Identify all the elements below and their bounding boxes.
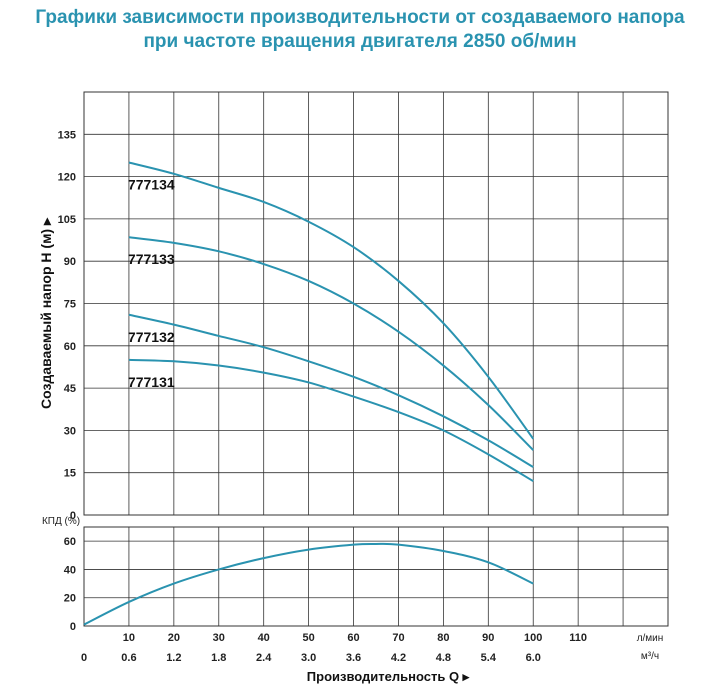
- y-tick-label: 135: [58, 129, 76, 141]
- x-tick-label-lmin: 110: [569, 632, 587, 644]
- y-tick-label: 90: [64, 256, 76, 268]
- x-tick-label-lmin: 30: [213, 632, 225, 644]
- x-tick-label-lmin: 40: [258, 632, 270, 644]
- efficiency-curve: [83, 542, 534, 626]
- efficiency-plot-grid: 0 20 40 60: [64, 526, 669, 633]
- x-tick-label-lmin: 70: [392, 632, 404, 644]
- curves: [83, 161, 535, 626]
- chart-title: Графики зависимости производительности о…: [0, 6, 720, 54]
- x-axis-title: Производительность Q ▸: [307, 669, 471, 684]
- x-tick-label-m3h: 1.2: [166, 652, 181, 664]
- x-tick-label-lmin: 50: [302, 632, 314, 644]
- x-tick-label-m3h: 3.0: [301, 652, 316, 664]
- y-tick-label: 15: [64, 468, 76, 480]
- y-tick-label: 75: [64, 299, 76, 311]
- curve-777133: [128, 236, 534, 451]
- x-tick-label-m3h: 0: [81, 652, 87, 664]
- curve-label-777133: 777133: [128, 251, 175, 267]
- y-tick-label: 60: [64, 341, 76, 353]
- x-tick-label-m3h: 1.8: [211, 652, 226, 664]
- eff-y-tick-label: 20: [64, 593, 76, 605]
- efficiency-axis-title: КПД (%): [42, 516, 80, 527]
- curve-label-777132: 777132: [128, 329, 175, 345]
- y-tick-label: 105: [58, 214, 76, 226]
- x-unit-lmin: л/мин: [637, 633, 664, 644]
- curve-label-777134: 777134: [128, 177, 175, 193]
- x-tick-label-lmin: 90: [482, 632, 494, 644]
- curve-777134: [128, 161, 535, 440]
- eff-y-tick-label: 40: [64, 564, 76, 576]
- head-plot-grid: 0 15 30 45 60 75 90 105 120 135: [58, 91, 669, 522]
- x-tick-label-lmin: 20: [168, 632, 180, 644]
- y-axis-title: Создаваемый напор H (м) ▸: [38, 217, 54, 409]
- x-tick-label-lmin: 10: [123, 632, 135, 644]
- chart-title-line-1: Графики зависимости производительности о…: [35, 7, 685, 28]
- x-tick-label-lmin: 100: [524, 632, 542, 644]
- y-tick-label: 30: [64, 425, 76, 437]
- x-tick-label-lmin: 60: [347, 632, 359, 644]
- x-tick-label-m3h: 2.4: [256, 652, 272, 664]
- curve-777132: [128, 313, 534, 468]
- x-tick-label-m3h: 5.4: [481, 652, 497, 664]
- labels: 777134 777133 777132 777131 Создаваемый напо…: [38, 177, 663, 685]
- curve-777131: [128, 358, 534, 483]
- x-tick-label-m3h: 4.2: [391, 652, 406, 664]
- eff-frame: [83, 526, 669, 627]
- curve-label-777131: 777131: [128, 374, 175, 390]
- x-tick-label-lmin: 80: [437, 632, 449, 644]
- x-tick-label-m3h: 3.6: [346, 652, 361, 664]
- y-tick-label: 0: [70, 510, 76, 522]
- chart-title-line-2: при частоте вращения двигателя 2850 об/м…: [143, 31, 577, 52]
- x-tick-label-m3h: 6.0: [526, 652, 541, 664]
- x-tick-label-m3h: 4.8: [436, 652, 451, 664]
- x-tick-label-m3h: 0.6: [121, 652, 136, 664]
- y-tick-label: 120: [58, 172, 76, 184]
- x-unit-m3h: м³/ч: [641, 651, 659, 662]
- eff-y-tick-label: 0: [70, 621, 76, 633]
- y-tick-label: 45: [64, 383, 76, 395]
- eff-y-tick-label: 60: [64, 536, 76, 548]
